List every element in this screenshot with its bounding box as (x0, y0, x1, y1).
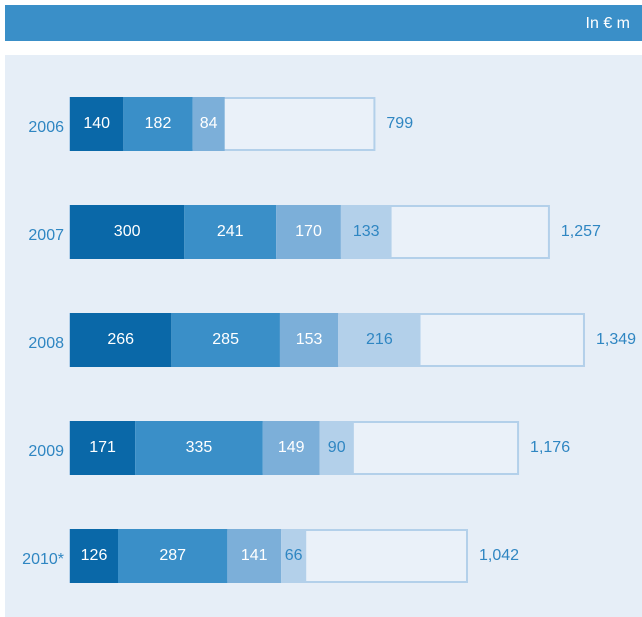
segment-label: 300 (114, 223, 141, 240)
segment-label: 140 (83, 115, 110, 132)
bar-segment (70, 205, 185, 259)
total-label: 1,349 (596, 331, 636, 348)
total-label: 1,176 (530, 439, 570, 456)
segment-label: 84 (200, 115, 218, 132)
unit-label: In € m (586, 15, 630, 32)
category-label: 2009 (28, 443, 64, 460)
segment-label: 90 (328, 439, 346, 456)
segment-label: 266 (107, 331, 134, 348)
segment-label: 153 (296, 331, 323, 348)
bar-segment (70, 313, 172, 367)
bar-segment (338, 313, 421, 367)
category-label: 2010* (22, 551, 64, 568)
segment-label: 133 (353, 223, 380, 240)
bar-segment (123, 97, 193, 151)
segment-label: 171 (89, 439, 116, 456)
segment-label: 149 (278, 439, 305, 456)
segment-label: 216 (366, 331, 393, 348)
segment-label: 182 (145, 115, 172, 132)
bar-segment (192, 97, 225, 151)
bar-segment (70, 529, 119, 583)
segment-label: 170 (295, 223, 322, 240)
segment-label: 335 (186, 439, 213, 456)
category-label: 2008 (28, 335, 64, 352)
category-label: 2006 (28, 119, 64, 136)
bar-segment (276, 205, 341, 259)
bar-segment (281, 529, 307, 583)
segment-label: 66 (285, 547, 303, 564)
bar-segment (279, 313, 339, 367)
segment-label: 141 (241, 547, 268, 564)
segment-label: 287 (159, 547, 186, 564)
bar-segment (340, 205, 392, 259)
category-label: 2007 (28, 227, 64, 244)
bar-segment (135, 421, 263, 475)
segment-label: 285 (212, 331, 239, 348)
bar-segment (70, 97, 124, 151)
bar-segment (118, 529, 228, 583)
segment-label: 241 (217, 223, 244, 240)
total-label: 1,257 (561, 223, 601, 240)
segment-label: 126 (81, 547, 108, 564)
bar-segment (262, 421, 320, 475)
header-bar (5, 5, 642, 41)
total-label: 1,042 (479, 547, 519, 564)
bar-segment (227, 529, 282, 583)
bar-segment (319, 421, 354, 475)
bar-segment (184, 205, 277, 259)
total-label: 799 (386, 115, 413, 132)
bar-segment (171, 313, 280, 367)
bar-segment (70, 421, 136, 475)
